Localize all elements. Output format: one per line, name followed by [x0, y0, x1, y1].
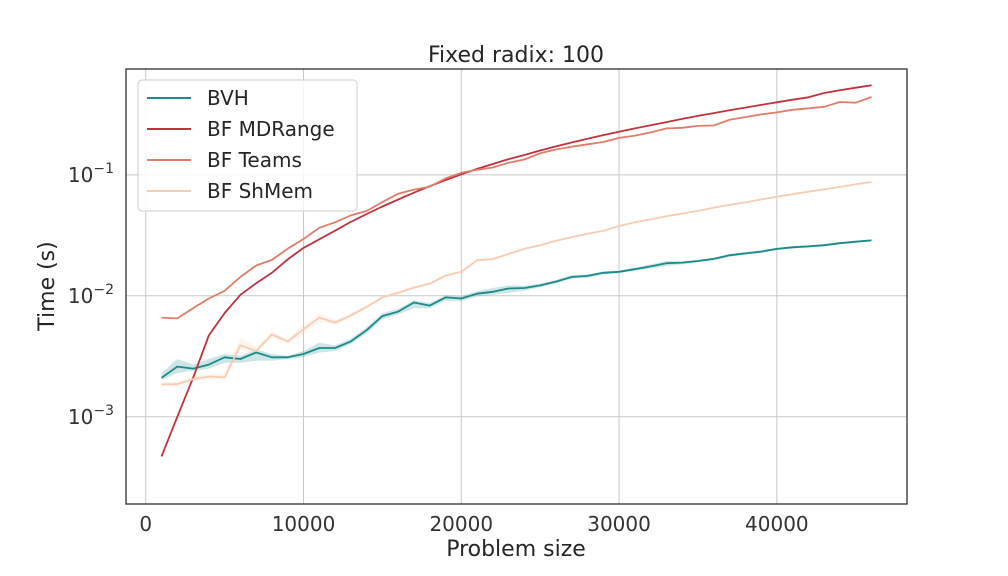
series-line: [161, 96, 872, 320]
y-tick-label: 10−2: [68, 282, 114, 308]
legend: BVH BF MDRange BF Teams BF ShMem: [137, 79, 358, 212]
x-tick-labels: 0 10000 20000 30000 40000: [139, 512, 808, 536]
x-tick-label: 30000: [587, 512, 651, 536]
x-tick-label: 10000: [272, 512, 336, 536]
series-lines: [160, 84, 872, 457]
plot-frame: [125, 68, 908, 505]
confidence-band: [161, 239, 872, 381]
y-tick-label: 10−1: [68, 161, 114, 187]
legend-label: BF ShMem: [207, 179, 313, 203]
confidence-bands: [161, 181, 872, 387]
x-tick-label: 20000: [429, 512, 493, 536]
x-axis-title: Problem size: [446, 537, 586, 562]
legend-box: [137, 79, 358, 212]
x-tick-label: 0: [139, 512, 152, 536]
chart-title: Fixed radix: 100: [428, 43, 604, 68]
series-line: [160, 84, 872, 457]
series-line: [160, 239, 872, 379]
legend-label: BF MDRange: [207, 117, 335, 141]
y-axis-title: Time (s): [35, 241, 60, 331]
y-tick-label: 10−3: [68, 403, 114, 429]
y-tick-labels: 10−3 10−2 10−1: [68, 161, 114, 429]
x-tick-label: 40000: [745, 512, 809, 536]
legend-label: BF Teams: [207, 148, 302, 172]
series-line: [161, 181, 872, 386]
legend-label: BVH: [207, 86, 249, 110]
